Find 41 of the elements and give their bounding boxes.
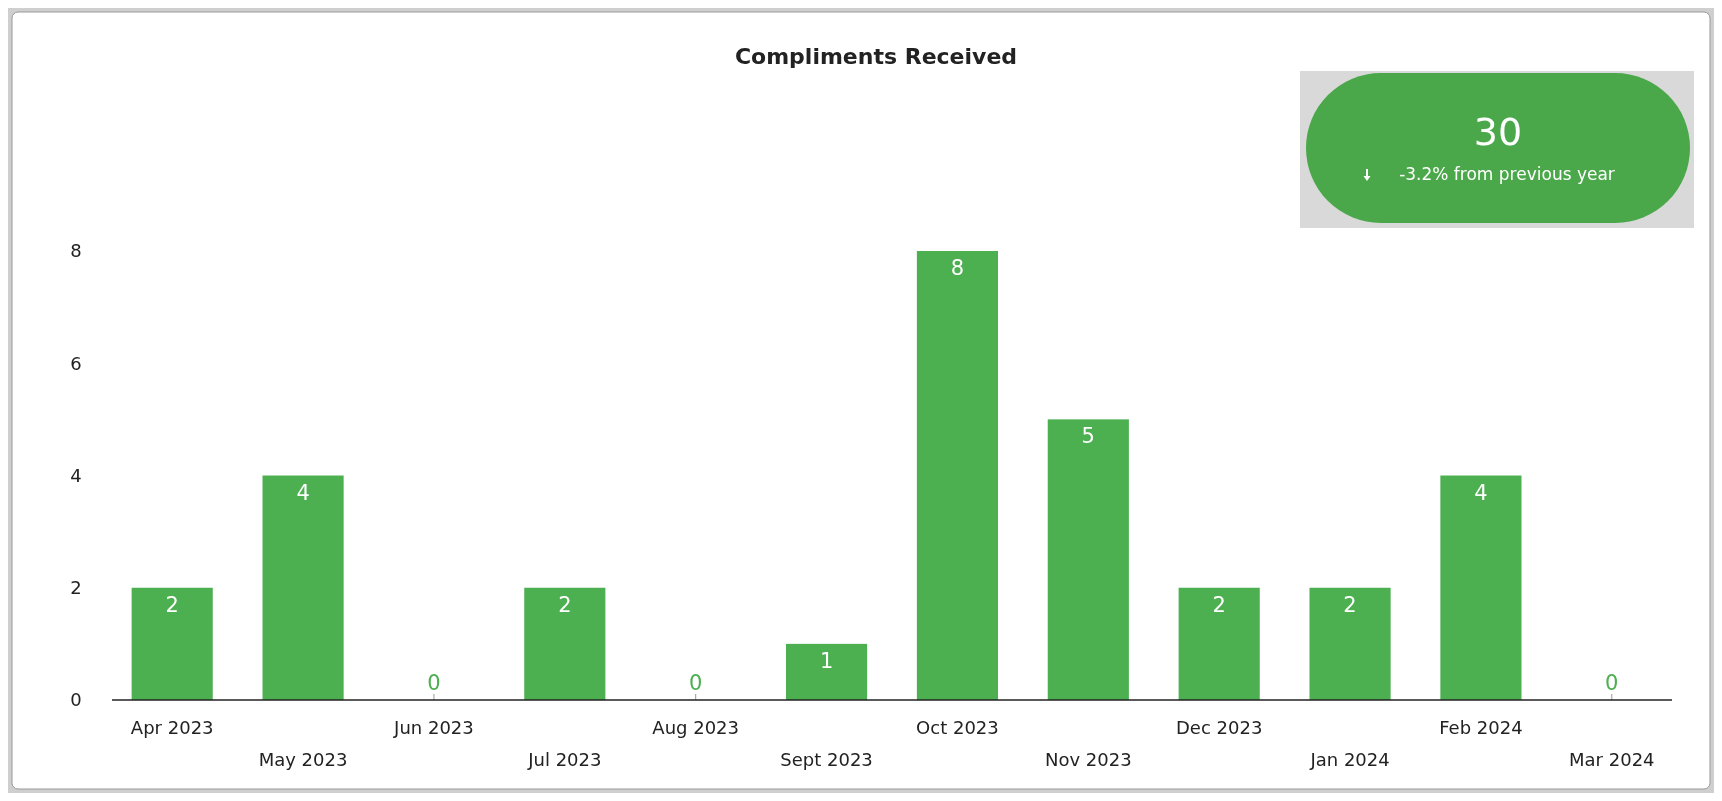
data-label: 2 [1343, 592, 1357, 617]
data-label: 4 [1474, 480, 1488, 505]
data-label: 5 [1081, 424, 1095, 449]
x-tick-label: Jul 2023 [527, 749, 602, 770]
data-label: 2 [165, 592, 179, 617]
bar [916, 251, 999, 700]
x-tick-label: May 2023 [258, 749, 348, 770]
chart-title: Compliments Received [734, 44, 1018, 69]
bar [1309, 587, 1391, 700]
data-label: 4 [296, 480, 310, 505]
y-tick-label: 8 [70, 240, 82, 262]
x-tick-label: Aug 2023 [652, 717, 740, 738]
bar [131, 587, 213, 700]
y-tick-label: 4 [70, 464, 82, 486]
text: -3.2% from previous year [1399, 164, 1615, 184]
x-tick-label: Jun 2023 [393, 717, 474, 738]
x-tick-label: Oct 2023 [916, 717, 999, 738]
bar [524, 587, 606, 700]
data-label: 0 [1605, 671, 1619, 695]
data-label: 0 [427, 671, 441, 695]
y-tick-label: 2 [70, 577, 82, 599]
x-tick-label: Feb 2024 [1439, 717, 1523, 738]
data-label: 1 [819, 648, 834, 673]
x-tick-label: Dec 2023 [1175, 717, 1263, 738]
bar [262, 475, 344, 700]
x-tick-label: Nov 2023 [1044, 749, 1132, 770]
data-label: 2 [1212, 592, 1226, 617]
bar [785, 643, 868, 700]
data-label: 0 [689, 671, 703, 695]
data-label: 2 [558, 592, 572, 617]
y-tick-label: 0 [70, 689, 82, 711]
x-tick-label: Apr 2023 [130, 717, 214, 738]
x-tick-label: Jan 2024 [1309, 749, 1390, 770]
bar [1047, 419, 1129, 700]
x-tick-label: Sept 2023 [780, 749, 873, 770]
data-label: 8 [950, 256, 965, 280]
bar [1440, 475, 1522, 700]
text: 30 [1473, 110, 1523, 154]
x-tick-label: Mar 2024 [1569, 749, 1655, 770]
y-tick-label: 6 [70, 352, 82, 374]
bar [1178, 587, 1260, 700]
